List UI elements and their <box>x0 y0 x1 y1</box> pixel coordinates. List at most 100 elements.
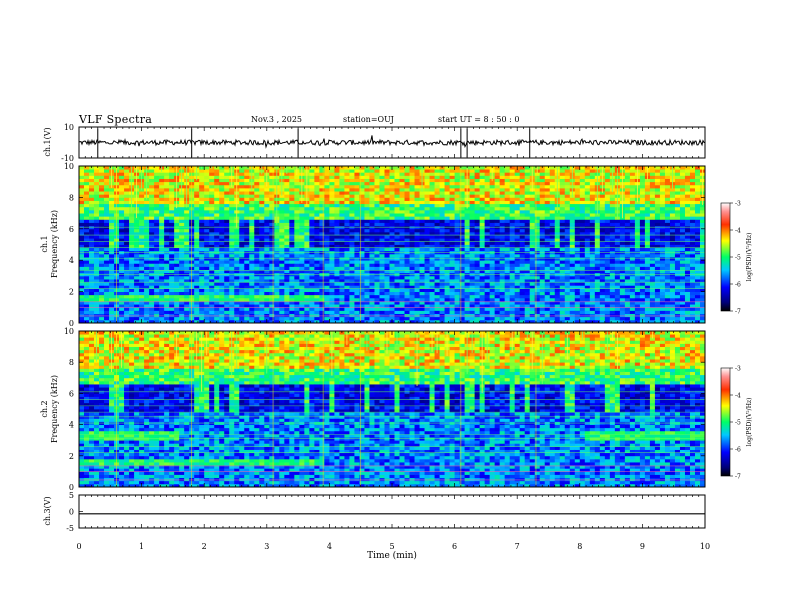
spectrogram-cell <box>334 194 340 198</box>
spectrogram-cell <box>349 206 355 211</box>
spectrogram-cell <box>294 200 300 205</box>
spectrogram-cell <box>179 253 185 258</box>
spectrogram-cell <box>344 285 350 289</box>
spectrogram-cell <box>389 235 395 239</box>
spectrogram-cell <box>464 235 471 239</box>
spectrogram-cell <box>304 279 310 283</box>
spectrogram-cell <box>179 301 185 305</box>
spectrogram-cell <box>449 175 455 179</box>
spectrogram-cell <box>419 279 425 283</box>
spectrogram-cell <box>149 216 155 220</box>
spectrogram-cell <box>364 294 370 299</box>
spectrogram-cell <box>79 172 85 176</box>
spectrogram-cell <box>104 169 110 173</box>
spectrogram-cell <box>334 288 340 292</box>
spectrogram-cell <box>514 247 521 252</box>
spectrogram-cell <box>79 263 85 267</box>
spectrogram-cell <box>239 228 245 233</box>
spectrogram-cell <box>534 253 541 258</box>
spectrogram-cell <box>549 260 556 264</box>
spectrogram-cell <box>394 166 400 170</box>
spectrogram-cell <box>344 253 350 258</box>
spectrogram-cell <box>524 319 531 324</box>
spectrogram-cell <box>244 269 250 274</box>
spectrogram-cell <box>169 172 175 176</box>
spectrogram-cell <box>484 297 491 302</box>
spectrogram-cell <box>159 313 165 318</box>
spectrogram-cell <box>374 175 380 179</box>
spectrogram-cell <box>374 222 380 227</box>
spectrogram-cell <box>439 169 445 173</box>
spectrogram-cell <box>489 181 496 186</box>
spectrogram-cell <box>174 213 180 217</box>
spectrogram-cell <box>94 319 100 324</box>
spectrogram-cell <box>264 197 270 201</box>
spectrogram-cell <box>344 244 350 249</box>
spectrogram-cell <box>449 316 455 321</box>
spectrogram-cell <box>194 184 200 189</box>
spectrogram-cell <box>79 269 85 274</box>
spectrogram-cell <box>399 172 405 176</box>
spectrogram-cell <box>369 166 375 170</box>
spectrogram-cell <box>134 231 140 236</box>
spectrogram-cell <box>129 244 135 249</box>
spectrogram-cell <box>204 228 210 233</box>
spectrogram-cell <box>424 310 430 314</box>
spectrogram-cell <box>494 172 501 176</box>
spectrogram-cell <box>84 313 90 318</box>
spectrogram-cell <box>539 310 546 314</box>
spectrogram-cell <box>479 238 486 242</box>
spectrogram-cell <box>474 203 481 208</box>
spectrogram-cell <box>339 297 345 302</box>
spectrogram-cell <box>479 316 486 321</box>
spectrogram-cell <box>219 282 225 286</box>
spectrogram-cell <box>324 260 330 264</box>
spectrogram-cell <box>344 279 350 283</box>
spectrogram-cell <box>349 209 355 214</box>
spectrogram-cell <box>79 175 85 179</box>
spectrogram-cell <box>299 228 305 233</box>
spectrogram-cell <box>129 301 135 305</box>
spectrogram-cell <box>344 294 350 299</box>
spectrogram-cell <box>484 209 491 214</box>
spectrogram-cell <box>389 197 395 201</box>
spectrogram-cell <box>524 288 531 292</box>
spectrogram-cell <box>249 213 255 217</box>
spectrogram-cell <box>319 285 325 289</box>
spectrogram-cell <box>319 191 325 195</box>
spectrogram-cell <box>199 301 205 305</box>
spectrogram-cell <box>489 184 496 189</box>
spectrogram-cell <box>209 282 215 286</box>
spectrogram-cell <box>249 238 255 242</box>
spectrogram-cell <box>459 175 466 179</box>
spectrogram-cell <box>564 238 571 242</box>
spectrogram-cell <box>254 294 260 299</box>
spectrogram-cell <box>359 209 365 214</box>
spectrogram-cell <box>144 219 150 223</box>
spectrogram-cell <box>384 181 390 186</box>
spectrogram-cell <box>469 203 476 208</box>
spectrogram-cell <box>94 181 100 186</box>
spectrogram-cell <box>239 184 245 189</box>
spectrogram-cell <box>269 166 275 170</box>
spectrogram-cell <box>324 263 330 267</box>
spectrogram-cell <box>264 216 270 220</box>
spectrogram-cell <box>164 307 170 311</box>
spectrogram-cell <box>429 231 435 236</box>
spectrogram-cell <box>449 181 455 186</box>
spectrogram-cell <box>99 206 105 211</box>
spectrogram-cell <box>259 228 265 233</box>
spectrogram-cell <box>309 238 315 242</box>
spectrogram-cell <box>564 275 571 280</box>
spectrogram-cell <box>554 279 561 283</box>
spectrogram-cell <box>119 260 125 264</box>
spectrogram-cell <box>359 197 365 201</box>
spectrogram-cell <box>269 228 275 233</box>
spectrogram-cell <box>169 288 175 292</box>
spectrogram-cell <box>119 172 125 176</box>
spectrogram-cell <box>204 191 210 195</box>
spectrogram-cell <box>499 166 506 170</box>
spectrogram-cell <box>104 288 110 292</box>
spectrogram-cell <box>409 216 415 220</box>
spectrogram-cell <box>79 260 85 264</box>
